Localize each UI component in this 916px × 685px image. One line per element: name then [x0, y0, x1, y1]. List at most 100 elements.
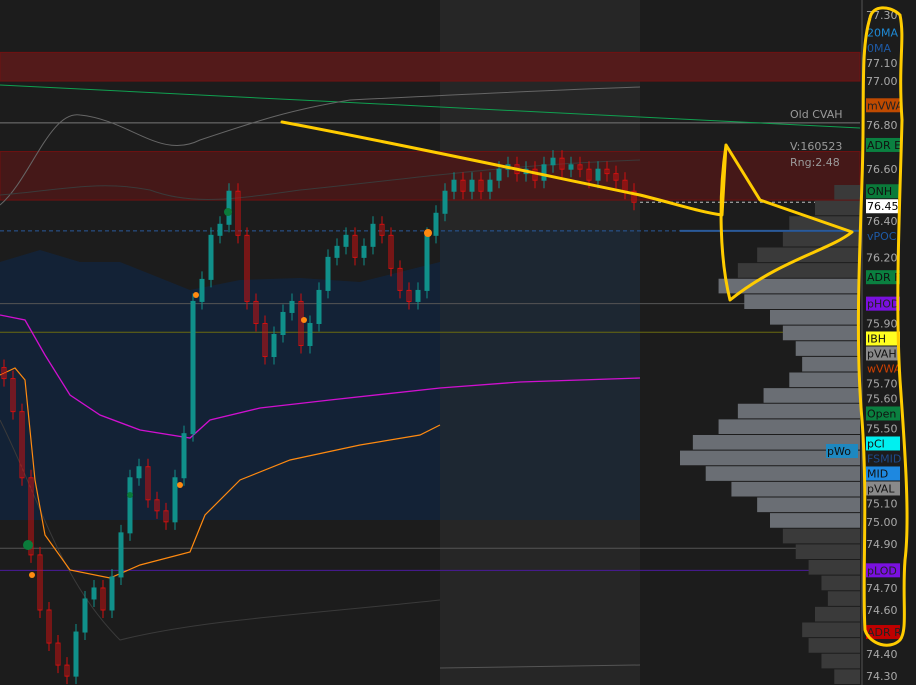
price-tick-label: 74.70: [866, 582, 898, 595]
candle-body: [613, 173, 619, 181]
price-tick-label: 76.60: [866, 163, 898, 176]
candle-body: [199, 278, 205, 302]
candle-body: [442, 190, 448, 214]
candle-body: [10, 378, 16, 413]
volume-profile-bar: [815, 606, 860, 622]
price-tag-wvwa: wVWA: [867, 362, 902, 375]
price-tick-label: 74.30: [866, 670, 898, 683]
volume-profile-bar: [744, 294, 860, 309]
candle-body: [253, 300, 259, 324]
price-tick-label: 74.40: [866, 648, 898, 661]
volume-profile-bar: [731, 481, 860, 497]
volume-profile-bar: [770, 310, 860, 325]
signal-dot: [29, 572, 35, 578]
price-tick-label: 75.70: [866, 377, 898, 390]
volume-profile-bar: [737, 263, 860, 278]
moving-average-line: [0, 84, 861, 129]
candle-body: [334, 245, 340, 258]
candle-body: [118, 532, 124, 578]
price-tag-pvah: pVAH: [867, 347, 897, 360]
candle-body: [352, 234, 358, 258]
volume-profile-bar: [821, 653, 860, 669]
volume-profile-bar: [834, 669, 860, 684]
candle-body: [478, 179, 484, 192]
price-tag-20ma: 20MA: [867, 27, 898, 40]
volume-profile-bar: [692, 435, 860, 450]
price-tag-pcl: pCl: [867, 437, 885, 450]
candle-body: [289, 300, 295, 313]
signal-dot: [301, 317, 307, 323]
volume-profile-bar: [821, 575, 860, 591]
volume-profile-bar: [718, 419, 860, 434]
lower-band-line: [0, 419, 441, 641]
price-tick-label: 76.20: [866, 251, 898, 264]
price-tag-bg: [866, 137, 900, 152]
candle-body: [541, 164, 547, 181]
candle-body: [550, 157, 556, 166]
lower-band-line: [439, 664, 641, 669]
volume-profile-bar: [770, 513, 860, 528]
candle-body: [46, 609, 52, 644]
price-tag-bg: [866, 346, 900, 361]
candle-body: [100, 587, 106, 611]
candle-body: [1, 367, 7, 380]
candle-body: [415, 289, 421, 302]
volume-profile-bar: [802, 356, 860, 372]
candle-body: [109, 576, 115, 611]
signal-dot: [177, 482, 183, 488]
volume-profile-bar: [827, 591, 860, 606]
volume-profile-bar: [808, 560, 860, 575]
price-tag-bg: [866, 270, 900, 285]
candle-body: [91, 587, 97, 600]
volume-profile-bar: [782, 325, 860, 341]
price-tick-label: 75.10: [866, 497, 898, 510]
price-tag-bg: [866, 406, 900, 421]
volume-profile-bar: [789, 372, 860, 388]
price-tag-vpoc: vPOC: [867, 230, 897, 243]
volume-profile-bar: [757, 497, 860, 513]
price-tag-onh: ONH: [867, 185, 892, 198]
last-price-tag-bg: [866, 199, 898, 214]
volume-profile-bar: [782, 231, 860, 247]
volume-profile-bar: [705, 466, 860, 481]
price-tick-label: 75.60: [866, 392, 898, 405]
candle-body: [595, 168, 601, 181]
price-tag-bg: [866, 563, 900, 578]
price-tag-bg: [866, 625, 900, 640]
candle-body: [307, 322, 313, 347]
price-tick-label: 75.90: [866, 317, 898, 330]
volume-profile-bar: [737, 403, 860, 419]
candle-body: [136, 466, 142, 479]
candle-body: [577, 164, 583, 170]
price-tag-0ma: 0MA: [867, 42, 891, 55]
candle-body: [298, 300, 304, 347]
price-tag-bg: [866, 296, 900, 311]
price-tick-label: 74.90: [866, 538, 898, 551]
price-tag-phod: pHOD: [867, 298, 899, 311]
candle-body: [280, 311, 286, 335]
candle-body: [226, 190, 232, 225]
signal-dot: [127, 492, 133, 498]
volume-profile-bar: [815, 200, 860, 216]
volume-profile-bar: [795, 341, 860, 356]
candle-body: [631, 190, 637, 203]
candle-body: [379, 223, 385, 236]
signal-dot: [193, 292, 199, 298]
value-area-shading: [0, 250, 440, 520]
candle-body: [568, 164, 574, 170]
volume-profile-bar: [808, 638, 860, 653]
candle-body: [217, 223, 223, 236]
volume-readout: V:160523: [790, 140, 842, 153]
last-price-tag: 76.45: [867, 200, 899, 213]
volume-profile-bar: [795, 544, 860, 559]
candle-body: [343, 234, 349, 247]
price-tick-label: 77.00: [866, 75, 898, 88]
pwo-tag: pWo: [827, 445, 851, 458]
price-tag-bg: [866, 466, 900, 481]
candle-body: [271, 334, 277, 358]
volume-profile-bar: [834, 185, 860, 200]
price-tag-mvwa: mVWA: [867, 99, 904, 112]
vwap-line: [0, 314, 641, 439]
